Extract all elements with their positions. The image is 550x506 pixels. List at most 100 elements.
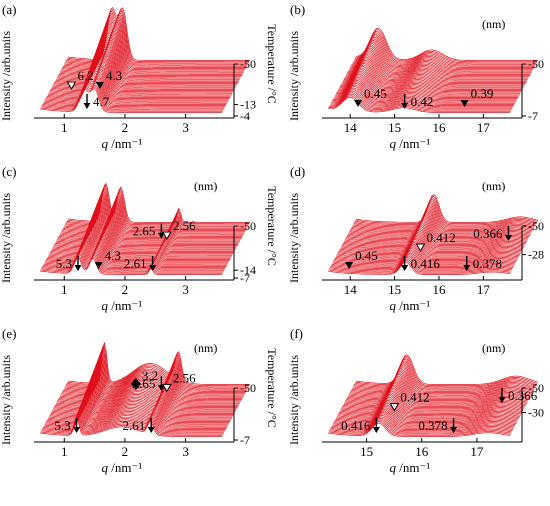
annotation: 0.42 — [401, 94, 433, 109]
x-tick-label: 16 — [415, 444, 429, 459]
trace-line — [345, 378, 529, 404]
temperature-tick-label: -30 — [528, 405, 544, 419]
trace-line — [345, 380, 528, 405]
annotation: 6.2 — [66, 68, 94, 91]
trace-line — [342, 61, 525, 87]
trace-line — [342, 387, 525, 411]
temperature-tick-label: -7 — [240, 271, 250, 285]
temperature-axis: -50 -28 — [521, 219, 544, 280]
x-axis-label: q /nm⁻¹ — [390, 136, 431, 151]
trace-group — [327, 354, 539, 437]
annotation-label: 2.56 — [173, 218, 196, 233]
trace-line — [350, 40, 533, 71]
trace-line — [328, 260, 511, 274]
trace-line — [354, 197, 537, 226]
trace-line — [344, 220, 527, 244]
trace-line — [344, 56, 527, 83]
x-tick-label: 17 — [477, 120, 491, 135]
temperature-axis: -50 -13-4 — [233, 57, 256, 123]
trace-line — [355, 29, 538, 63]
annotation: 0.366 — [498, 388, 538, 403]
x-axis-label-unit: /nm⁻¹ — [108, 460, 142, 475]
filled-triangle-marker — [354, 100, 363, 107]
annotation: 0.45 — [345, 248, 378, 269]
x-axis-label-unit: /nm⁻¹ — [396, 136, 430, 151]
temperature-tick-label: -7 — [240, 433, 250, 447]
x-axis-label-symbol: q — [390, 298, 397, 313]
annotation-label: 5.3 — [56, 256, 72, 271]
trace-line — [41, 84, 224, 111]
trace-line — [336, 401, 519, 421]
trace-line — [350, 205, 534, 233]
temperature-axis: -50 -14-7 — [233, 219, 256, 285]
annotation: 0.45 — [354, 86, 387, 107]
arrow-head — [498, 397, 506, 403]
trace-group — [39, 342, 250, 437]
trace-line — [341, 230, 524, 251]
trace-line — [341, 389, 524, 412]
x-tick-label: 15 — [388, 120, 401, 135]
trace-line — [338, 236, 521, 256]
annotation-label: 0.378 — [473, 256, 502, 271]
panel-label: (c) — [2, 164, 16, 179]
temperature-tick-label: -4 — [240, 109, 250, 123]
trace-line — [344, 55, 527, 82]
annotation: 3.2 — [130, 368, 158, 390]
trace-line — [338, 72, 520, 95]
panel-b: (b) (nm) 14 15 16 17 q /nm⁻¹ Intensity /arb.uni… — [287, 2, 544, 151]
trace-line — [50, 57, 233, 94]
trace-line — [347, 47, 530, 76]
panel-d: (d) (nm) 14 15 16 17 q /nm⁻¹ Intensity /arb.uni… — [287, 164, 544, 313]
annotation: 0.416 — [401, 256, 440, 271]
annotation-label: 0.366 — [473, 226, 503, 241]
trace-line — [49, 59, 232, 95]
x-axis: 1 2 3 q /nm⁻¹ — [34, 276, 234, 313]
trace-line — [51, 55, 234, 93]
panel-c: (c) (nm) 1 2 3 q /nm⁻¹ Intensity /arb.units -50… — [0, 164, 279, 313]
trace-line — [352, 201, 535, 229]
panel-label: (f) — [290, 326, 303, 341]
arrow-head — [504, 235, 512, 241]
trace-line — [48, 64, 231, 98]
trace-line — [355, 27, 538, 61]
trace-line — [349, 371, 532, 398]
trace-line — [330, 255, 513, 271]
trace-line — [336, 76, 519, 98]
x-axis-label-unit: /nm⁻¹ — [108, 136, 142, 151]
x-axis-label-unit: /nm⁻¹ — [396, 460, 430, 475]
temperature-tick-label: -50 — [240, 57, 256, 71]
trace-group — [327, 27, 538, 113]
trace-line — [355, 354, 539, 385]
arrow-head — [147, 427, 155, 433]
trace-line — [341, 228, 524, 250]
arrow-head — [401, 265, 409, 271]
trace-line — [337, 237, 521, 257]
x-tick-label: 1 — [61, 444, 68, 459]
trace-line — [336, 240, 519, 259]
y-axis-label: Intensity /arb.units — [0, 355, 13, 445]
annotation-label: 4.3 — [105, 248, 121, 263]
annotation: 5.3 — [54, 418, 81, 433]
annotation: 4.7 — [83, 94, 110, 109]
trace-line — [337, 239, 520, 258]
trace-line — [333, 83, 516, 103]
x-axis-label: q /nm⁻¹ — [390, 298, 431, 313]
trace-line — [66, 10, 249, 64]
trace-line — [344, 383, 527, 407]
trace-line — [339, 69, 522, 93]
temperature-tick-label: -50 — [240, 219, 256, 233]
temperature-axis: -50 -30 — [521, 381, 544, 442]
annotation: 4.3 — [95, 68, 122, 89]
trace-line — [329, 418, 512, 434]
annotation-label: 0.416 — [411, 256, 441, 271]
trace-line — [336, 242, 519, 260]
x-axis-label-unit: /nm⁻¹ — [396, 298, 430, 313]
trace-line — [335, 404, 518, 423]
trace-line — [330, 416, 513, 433]
trace-line — [334, 246, 517, 264]
open-triangle-marker — [161, 383, 172, 393]
trace-line — [40, 86, 223, 112]
trace-line — [331, 89, 514, 108]
annotation: 2.56 — [161, 218, 196, 241]
